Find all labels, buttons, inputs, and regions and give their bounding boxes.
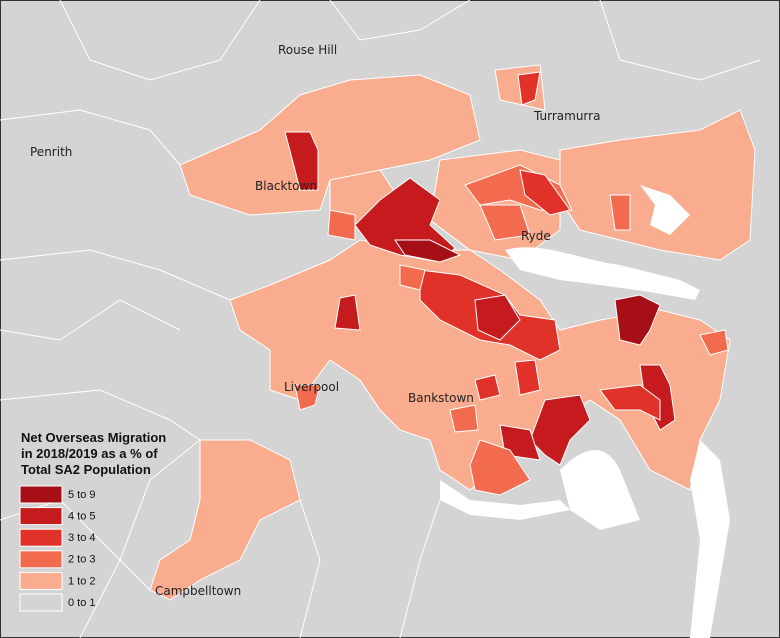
legend-swatch <box>19 507 63 526</box>
place-label: Blacktown <box>255 179 317 193</box>
region <box>327 209 356 241</box>
region <box>179 74 481 216</box>
legend-label: 4 to 5 <box>68 511 96 523</box>
place-label: Turramurra <box>533 109 600 123</box>
region <box>599 384 661 421</box>
region <box>517 71 541 106</box>
legend-swatch <box>19 550 63 569</box>
legend-swatch <box>19 528 63 547</box>
region <box>699 329 729 356</box>
region <box>394 239 462 263</box>
region <box>559 109 756 261</box>
region <box>514 359 541 396</box>
legend-swatch <box>19 571 63 590</box>
place-label: Rouse Hill <box>278 43 337 57</box>
regions <box>149 64 756 601</box>
place-labels: Rouse Hill Turramurra Penrith Blacktown … <box>30 43 600 598</box>
region <box>334 294 361 331</box>
legend-label: 2 to 3 <box>68 554 96 566</box>
region <box>474 374 501 401</box>
legend-swatch <box>19 593 63 612</box>
place-label: Penrith <box>30 145 72 159</box>
region <box>449 404 479 433</box>
region <box>399 264 426 291</box>
region <box>614 294 661 346</box>
legend-label: 1 to 2 <box>68 575 96 587</box>
legend-title: in 2018/2019 as a % of <box>21 446 158 461</box>
place-label: Campbelltown <box>155 584 241 598</box>
legend-label: 5 to 9 <box>68 489 96 501</box>
place-label: Liverpool <box>284 380 339 394</box>
region <box>519 169 571 216</box>
region <box>479 204 531 241</box>
region <box>294 384 321 411</box>
legend-label: 3 to 4 <box>68 532 96 544</box>
region <box>149 439 301 601</box>
place-label: Bankstown <box>408 391 474 405</box>
legend-title: Net Overseas Migration <box>21 430 166 445</box>
region <box>609 194 631 231</box>
legend-label: 0 to 1 <box>68 597 96 609</box>
place-label: Ryde <box>521 229 551 243</box>
region <box>469 439 531 496</box>
water <box>440 185 730 638</box>
legend-swatch <box>19 485 63 504</box>
region <box>474 294 521 341</box>
region <box>284 131 319 191</box>
legend-title: Total SA2 Population <box>21 462 151 477</box>
